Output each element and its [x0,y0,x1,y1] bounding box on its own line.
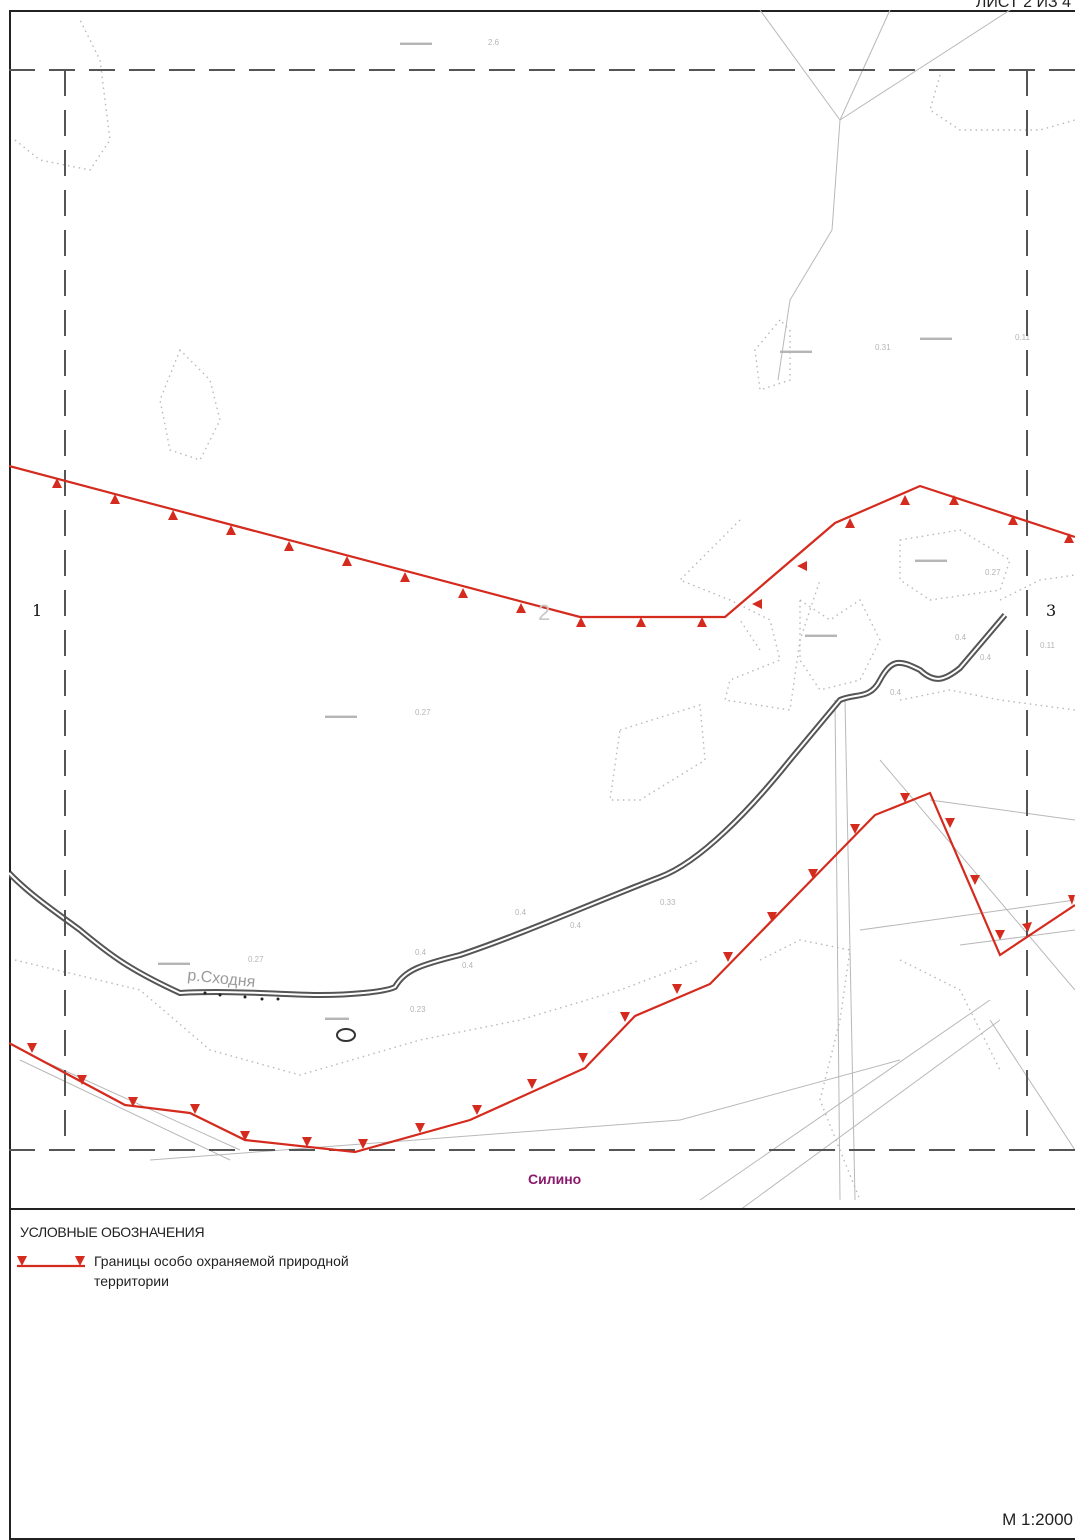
road-line [834,699,841,1201]
contour [899,689,1075,711]
topo-label: 0.4 [980,653,992,662]
boundary-south [9,791,1075,1154]
contour [899,959,1001,1071]
road-line [859,899,1075,931]
contour [159,348,221,461]
road-line [844,699,856,1201]
road-line [699,999,991,1201]
boundary-north [9,464,1075,619]
road-line [777,119,841,381]
road-line [741,1019,1001,1208]
protected-area-boundary [9,464,1075,1154]
dashed-sheet-grid [9,69,1075,1151]
river-label: р.Сходня [187,967,257,991]
topo-label: 0.4 [515,908,527,917]
topo-label: 0.11 [1015,333,1031,342]
contour [799,598,881,691]
topo-label: ▬▬▬ [325,1013,349,1022]
contour [739,619,761,651]
topo-label: 0.4 [415,948,427,957]
map-area[interactable]: ▬▬▬▬ 2.6 ▬▬▬▬ 0.31 ▬▬▬▬ 0.11 ▬▬▬▬ 0.27 ▬… [9,10,1075,1208]
topo-label: 0.4 [462,961,474,970]
topo-label: ▬▬▬▬ [158,958,190,967]
dotted-contours [14,19,1075,1201]
topo-label: 0.27 [415,708,431,717]
topo-label: 0.27 [985,568,1001,577]
contour [14,19,111,171]
road-line [149,1059,901,1161]
red-triangle-boundary-line-icon [17,1256,85,1268]
road-line [929,799,1075,821]
topo-annotations: ▬▬▬▬ 2.6 ▬▬▬▬ 0.31 ▬▬▬▬ 0.11 ▬▬▬▬ 0.27 ▬… [158,38,1056,1022]
topo-background [19,10,1075,1208]
topo-label: 0.4 [890,688,902,697]
settlement-dots [203,991,280,1001]
boundary-triangles [27,478,1075,1149]
contour [929,74,1075,131]
contour [759,939,861,1201]
road-line [19,1059,231,1161]
topo-label: 0.31 [875,343,891,352]
road-line [959,929,1075,946]
contour [14,959,701,1076]
topo-label: ▬▬▬▬ [325,711,357,720]
topo-label: 0.27 [248,955,264,964]
legend-divider [9,1208,1075,1210]
neighbor-sheet-left: 1 [32,601,42,620]
sheet-label: ЛИСТ 2 ИЗ 4 [975,0,1071,11]
topo-label: ▬▬▬▬ [920,333,952,342]
topo-label: ▬▬▬▬ [805,630,837,639]
topo-label: 0.33 [660,898,676,907]
river [9,613,1008,1042]
topo-label: 2.6 [488,38,500,47]
contour [678,519,821,711]
topo-label: ▬▬▬▬ [915,555,947,564]
scale-label: М 1:2000 [1002,1510,1073,1529]
sheet-number-watermark: 2 [538,600,550,625]
contour [754,318,791,391]
neighbor-sheet-right: 3 [1046,601,1056,620]
legend-title: УСЛОВНЫЕ ОБОЗНАЧЕНИЯ [20,1224,205,1240]
legend-panel: УСЛОВНЫЕ ОБОЗНАЧЕНИЯ Границы особо охран… [9,1212,1075,1532]
topo-label: ▬▬▬▬ [400,38,432,47]
settlement-label: Силино [528,1171,581,1187]
road-line [759,10,1011,121]
topo-label: 0.4 [955,633,967,642]
topo-label: ▬▬▬▬ [780,346,812,355]
river-line-inner [9,614,1006,997]
pond [336,1028,356,1042]
legend-item-text: Границы особо охраняемой природной терри… [94,1253,349,1289]
contour [609,704,706,801]
contour [999,574,1075,601]
topo-label: 0.11 [1040,641,1056,650]
road-line [839,10,891,121]
topo-label: 0.23 [410,1005,426,1014]
road-line [989,1019,1075,1151]
map-canvas: ▬▬▬▬ 2.6 ▬▬▬▬ 0.31 ▬▬▬▬ 0.11 ▬▬▬▬ 0.27 ▬… [9,10,1075,1208]
contour [899,529,1011,601]
topo-label: 0.4 [570,921,582,930]
